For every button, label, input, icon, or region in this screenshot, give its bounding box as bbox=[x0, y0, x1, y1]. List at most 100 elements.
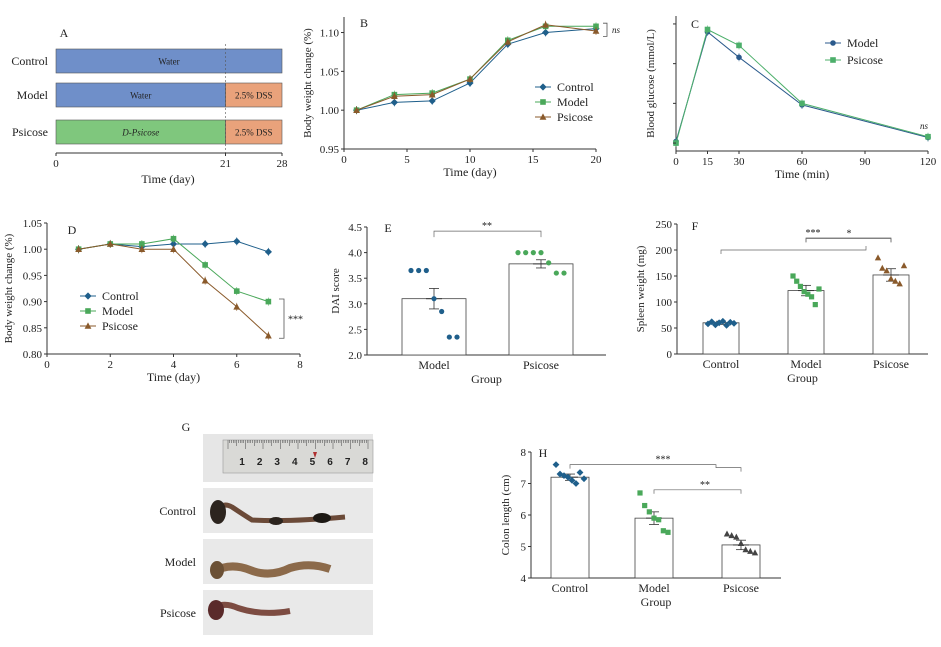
x-tick-label: 15 bbox=[702, 156, 714, 168]
data-point-model bbox=[439, 308, 445, 315]
significance-bracket bbox=[720, 246, 867, 254]
data-point-model bbox=[797, 283, 804, 289]
data-point-psicose bbox=[530, 250, 536, 256]
significance-label: * bbox=[847, 229, 852, 240]
significance-label: ** bbox=[482, 221, 492, 232]
series-line-model bbox=[675, 31, 929, 142]
x-tick-label: 8 bbox=[297, 359, 303, 371]
data-point-control bbox=[572, 480, 580, 487]
y-tick-label: 6 bbox=[521, 510, 527, 522]
x-axis-label: Group bbox=[787, 371, 818, 385]
legend-label-model: Model bbox=[102, 304, 134, 318]
data-point-control bbox=[708, 318, 716, 326]
data-point-model bbox=[593, 23, 599, 30]
x-tick-label: 0 bbox=[53, 158, 59, 170]
data-point-psicose bbox=[542, 21, 549, 28]
x-axis-label: Time (day) bbox=[443, 165, 496, 179]
legend-label-psicose: Psicose bbox=[847, 53, 883, 67]
data-point-model bbox=[431, 296, 437, 302]
panel-f: 0 50 100 150 200 250 Spleen weight (mg) Control… bbox=[635, 219, 928, 385]
data-point-model bbox=[794, 278, 800, 284]
y-tick-label: 50 bbox=[661, 323, 673, 335]
y-tick-label: 1.05 bbox=[320, 66, 340, 78]
data-point-model bbox=[265, 298, 272, 305]
data-point-psicose bbox=[747, 547, 754, 554]
y-tick-label: 0.80 bbox=[23, 349, 43, 361]
treatment-segment-dss bbox=[225, 119, 283, 145]
x-tick-label: 120 bbox=[920, 156, 937, 168]
ruler-number: 3 bbox=[274, 457, 280, 468]
data-point-psicose bbox=[799, 100, 805, 107]
colon-row-label-model: Model bbox=[165, 555, 197, 569]
legend-marker bbox=[830, 40, 836, 46]
x-tick-label: Model bbox=[790, 357, 822, 371]
treatment-label: D-Psicose bbox=[121, 128, 159, 138]
data-point-model bbox=[446, 334, 452, 340]
data-point-model bbox=[660, 528, 666, 534]
data-point-control bbox=[552, 461, 560, 468]
treatment-label: 2.5% DSS bbox=[235, 91, 273, 101]
legend-label-model: Model bbox=[847, 36, 879, 50]
data-point-model bbox=[736, 54, 742, 61]
bar-psicose bbox=[508, 263, 574, 356]
panel-d: 0 2 4 6 8 0.80 0.85 0.90 0.95 1.00 1.05 Time (day) B… bbox=[3, 218, 303, 384]
data-point-model bbox=[656, 517, 662, 523]
data-point-control bbox=[723, 322, 730, 329]
data-point-control bbox=[560, 472, 568, 480]
legend-label-control: Control bbox=[557, 80, 594, 94]
data-point-model bbox=[812, 302, 818, 308]
panel-e: 2.0 2.5 3.0 3.5 4.0 4.5 DAI score Model Psicose G… bbox=[330, 221, 606, 386]
x-axis-label: Time (min) bbox=[775, 167, 830, 181]
x-tick-label: Control bbox=[552, 581, 589, 595]
y-axis-label: Body weight change (%) bbox=[3, 233, 15, 343]
y-axis-label: Spleen weight (mg) bbox=[635, 245, 647, 332]
data-point-psicose bbox=[201, 277, 209, 284]
y-tick-label: 1.00 bbox=[320, 105, 340, 117]
data-point-model bbox=[808, 294, 815, 300]
data-point-psicose bbox=[515, 250, 521, 256]
ruler-number: 8 bbox=[362, 457, 368, 468]
data-point-model bbox=[170, 235, 177, 242]
data-point-psicose bbox=[561, 270, 567, 276]
data-point-model bbox=[790, 273, 796, 279]
panel-c: 0 15 30 60 90 120 Time (min) Blood glucose (mmo… bbox=[645, 16, 937, 181]
colon-stool bbox=[313, 513, 331, 523]
data-point-model bbox=[665, 529, 671, 535]
panel-letter-h: H bbox=[539, 446, 548, 460]
significance-bracket bbox=[569, 464, 742, 472]
data-point-control bbox=[264, 248, 272, 256]
legend-marker bbox=[84, 322, 92, 329]
data-point-psicose bbox=[900, 262, 908, 269]
significance-label: *** bbox=[806, 228, 821, 239]
x-axis-label: Time (day) bbox=[147, 370, 200, 384]
ruler-number: 2 bbox=[257, 457, 263, 468]
data-point-psicose bbox=[925, 133, 931, 140]
x-tick-label: Model bbox=[418, 358, 450, 372]
data-point-control bbox=[201, 240, 209, 248]
x-tick-label: 21 bbox=[220, 158, 231, 170]
x-tick-label: 0 bbox=[673, 156, 679, 168]
panel-letter-g: G bbox=[182, 420, 191, 434]
x-axis-label: Group bbox=[641, 595, 672, 609]
data-point-psicose bbox=[723, 530, 731, 537]
x-tick-label: 60 bbox=[797, 156, 809, 168]
data-point-control bbox=[428, 97, 436, 105]
data-point-psicose bbox=[883, 267, 890, 274]
data-point-psicose bbox=[138, 245, 146, 252]
x-tick-label: 6 bbox=[234, 359, 240, 371]
legend-marker bbox=[540, 99, 546, 105]
colon-model bbox=[210, 561, 332, 578]
x-tick-label: 15 bbox=[528, 154, 540, 166]
row-label-psicose: Psicose bbox=[12, 125, 48, 139]
x-tick-label: 0 bbox=[44, 359, 50, 371]
x-tick-label: 4 bbox=[171, 359, 177, 371]
y-tick-label: 2.0 bbox=[348, 350, 362, 362]
significance-bracket bbox=[653, 489, 742, 494]
y-tick-label: 4.5 bbox=[348, 222, 362, 234]
legend-marker bbox=[830, 57, 836, 63]
data-point-control bbox=[576, 469, 584, 476]
colon-row-label-control: Control bbox=[159, 504, 196, 518]
significance-bracket bbox=[805, 238, 892, 243]
row-label-control: Control bbox=[11, 54, 48, 68]
colon-cecum bbox=[210, 500, 226, 524]
